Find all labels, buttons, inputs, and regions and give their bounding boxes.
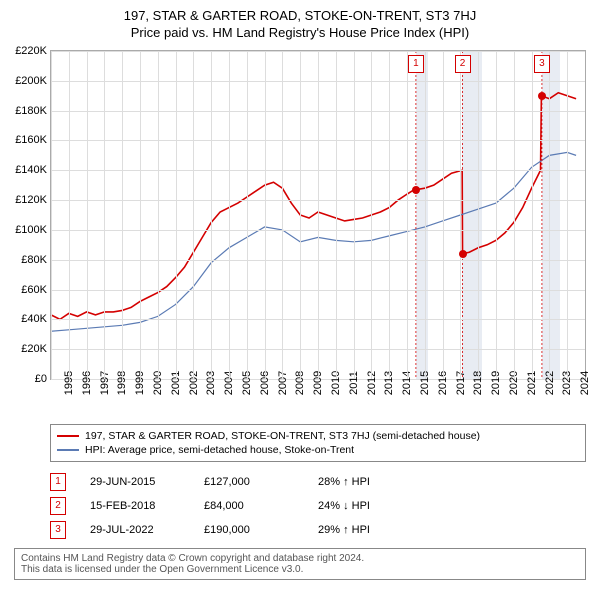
legend-row-property: 197, STAR & GARTER ROAD, STOKE-ON-TRENT,… — [57, 429, 579, 443]
gridline-vertical — [229, 51, 230, 379]
gridline-vertical — [549, 51, 550, 379]
footer-line-1: Contains HM Land Registry data © Crown c… — [21, 553, 579, 564]
y-axis-label: £80K — [21, 254, 47, 266]
legend-row-hpi: HPI: Average price, semi-detached house,… — [57, 443, 579, 457]
legend-label-property: 197, STAR & GARTER ROAD, STOKE-ON-TRENT,… — [85, 430, 480, 442]
y-axis-label: £200K — [15, 75, 47, 87]
gridline-vertical — [176, 51, 177, 379]
sale-marker-number: 3 — [534, 55, 550, 73]
gridline-vertical — [425, 51, 426, 379]
series-line-property — [51, 93, 576, 320]
legend-swatch-hpi — [57, 449, 79, 451]
sales-row-3: 3 29-JUL-2022 £190,000 29% ↑ HPI — [50, 518, 586, 542]
plot-area: £0£20K£40K£60K£80K£100K£120K£140K£160K£1… — [50, 50, 586, 380]
x-axis-label: 2024 — [567, 371, 591, 395]
sale-date-3: 29-JUL-2022 — [90, 524, 180, 536]
title-main: 197, STAR & GARTER ROAD, STOKE-ON-TRENT,… — [0, 8, 600, 23]
chart-container: 197, STAR & GARTER ROAD, STOKE-ON-TRENT,… — [0, 0, 600, 580]
gridline-vertical — [478, 51, 479, 379]
y-axis-label: £160K — [15, 134, 47, 146]
footer-line-2: This data is licensed under the Open Gov… — [21, 564, 579, 575]
gridline-vertical — [336, 51, 337, 379]
gridline-vertical — [51, 51, 52, 379]
gridline-vertical — [443, 51, 444, 379]
series-line-hpi — [51, 152, 576, 331]
sales-row-2: 2 15-FEB-2018 £84,000 24% ↓ HPI — [50, 494, 586, 518]
y-axis-label: £100K — [15, 224, 47, 236]
gridline-vertical — [371, 51, 372, 379]
gridline-vertical — [265, 51, 266, 379]
y-axis-label: £120K — [15, 194, 47, 206]
sales-row-1: 1 29-JUN-2015 £127,000 28% ↑ HPI — [50, 470, 586, 494]
sale-date-1: 29-JUN-2015 — [90, 476, 180, 488]
gridline-vertical — [407, 51, 408, 379]
gridline-vertical — [193, 51, 194, 379]
gridline-vertical — [514, 51, 515, 379]
y-axis-label: £140K — [15, 164, 47, 176]
gridline-vertical — [496, 51, 497, 379]
sales-table: 1 29-JUN-2015 £127,000 28% ↑ HPI 2 15-FE… — [50, 470, 586, 542]
y-axis-label: £0 — [35, 373, 47, 385]
gridline-vertical — [282, 51, 283, 379]
title-sub: Price paid vs. HM Land Registry's House … — [0, 25, 600, 40]
legend-label-hpi: HPI: Average price, semi-detached house,… — [85, 444, 354, 456]
sale-price-3: £190,000 — [204, 524, 294, 536]
sale-price-2: £84,000 — [204, 500, 294, 512]
gridline-vertical — [567, 51, 568, 379]
footer: Contains HM Land Registry data © Crown c… — [14, 548, 586, 580]
y-axis-label: £20K — [21, 343, 47, 355]
gridline-vertical — [389, 51, 390, 379]
y-axis-label: £40K — [21, 313, 47, 325]
sale-delta-3: 29% ↑ HPI — [318, 524, 408, 536]
sale-num-2: 2 — [50, 497, 66, 515]
y-axis-label: £60K — [21, 284, 47, 296]
gridline-vertical — [69, 51, 70, 379]
gridline-vertical — [460, 51, 461, 379]
sale-date-2: 15-FEB-2018 — [90, 500, 180, 512]
sale-marker-dot — [459, 250, 467, 258]
sale-marker-dot — [538, 92, 546, 100]
sale-num-1: 1 — [50, 473, 66, 491]
title-block: 197, STAR & GARTER ROAD, STOKE-ON-TRENT,… — [0, 0, 600, 44]
sale-num-3: 3 — [50, 521, 66, 539]
sale-price-1: £127,000 — [204, 476, 294, 488]
gridline-vertical — [140, 51, 141, 379]
gridline-vertical — [158, 51, 159, 379]
sale-marker-dot — [412, 186, 420, 194]
gridline-vertical — [87, 51, 88, 379]
gridline-vertical — [122, 51, 123, 379]
sale-marker-number: 2 — [455, 55, 471, 73]
gridline-vertical — [104, 51, 105, 379]
gridline-vertical — [300, 51, 301, 379]
sale-marker-number: 1 — [408, 55, 424, 73]
gridline-vertical — [247, 51, 248, 379]
y-axis-label: £180K — [15, 105, 47, 117]
y-axis-label: £220K — [15, 45, 47, 57]
gridline-vertical — [318, 51, 319, 379]
gridline-vertical — [354, 51, 355, 379]
gridline-vertical — [532, 51, 533, 379]
legend: 197, STAR & GARTER ROAD, STOKE-ON-TRENT,… — [50, 424, 586, 462]
sale-delta-2: 24% ↓ HPI — [318, 500, 408, 512]
gridline-vertical — [211, 51, 212, 379]
legend-swatch-property — [57, 435, 79, 437]
sale-delta-1: 28% ↑ HPI — [318, 476, 408, 488]
